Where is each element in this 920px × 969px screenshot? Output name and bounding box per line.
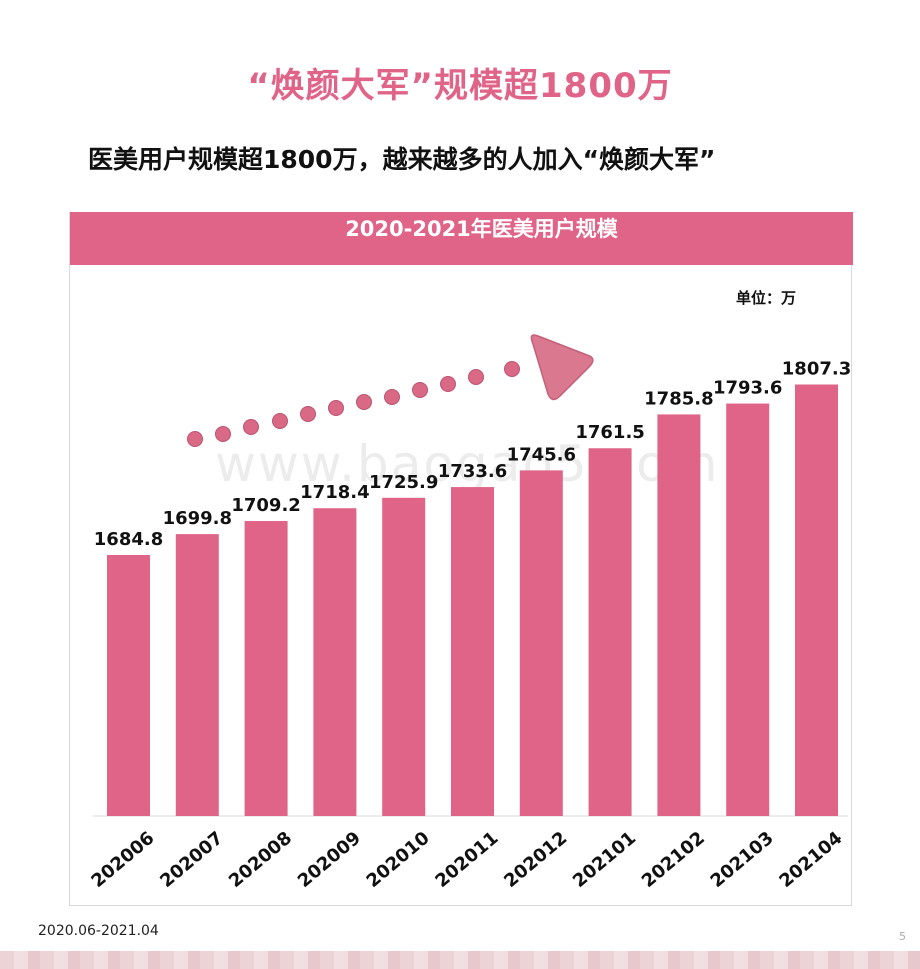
- trend-dot-4: [300, 406, 316, 422]
- value-label-202007: 1699.8: [163, 508, 232, 529]
- watermark: www.baogao5.com: [215, 435, 720, 493]
- trend-dot-1: [215, 426, 231, 442]
- value-label-202009: 1718.4: [300, 482, 369, 503]
- bar-202007: [175, 534, 219, 816]
- value-label-202011: 1733.6: [438, 461, 507, 482]
- trend-dot-8: [412, 382, 428, 398]
- trend-dot-6: [356, 394, 372, 410]
- bar-202006: [107, 555, 150, 816]
- value-label-202006: 1684.8: [94, 529, 163, 550]
- value-label-202102: 1785.8: [644, 388, 713, 409]
- chart-header-band: [70, 212, 853, 265]
- trend-dot-0: [187, 431, 203, 447]
- value-label-202104: 1807.3: [782, 359, 851, 380]
- category-label-202012: 202012: [500, 828, 571, 892]
- trend-dot-7: [384, 389, 400, 405]
- category-label-202102: 202102: [638, 828, 709, 892]
- bar-202102: [657, 414, 701, 816]
- category-label-202008: 202008: [225, 828, 296, 892]
- bar-202103: [726, 403, 770, 816]
- unit-label: 单位：万: [736, 289, 797, 307]
- category-label-202006: 202006: [87, 828, 158, 892]
- category-label-202007: 202007: [156, 828, 227, 892]
- trend-dot-10: [468, 369, 484, 385]
- footer-date-range: 2020.06-2021.04: [38, 923, 159, 939]
- value-label-202012: 1745.6: [507, 444, 576, 465]
- category-label-202010: 202010: [363, 828, 434, 892]
- bar-202008: [244, 521, 288, 816]
- value-label-202008: 1709.2: [231, 495, 300, 516]
- bar-202101: [588, 448, 632, 816]
- category-label-202009: 202009: [294, 828, 365, 892]
- category-label-202104: 202104: [775, 828, 846, 892]
- trend-arrow-icon: [530, 334, 594, 401]
- value-label-202101: 1761.5: [575, 422, 644, 443]
- value-label-202103: 1793.6: [713, 378, 782, 399]
- page-title: “焕颜大军”规模超1800万: [247, 66, 673, 106]
- category-label-202011: 202011: [431, 828, 502, 892]
- category-label-202103: 202103: [707, 828, 778, 892]
- trend-dot-9: [440, 376, 456, 392]
- bar-202104: [795, 384, 838, 816]
- value-label-202010: 1725.9: [369, 472, 438, 493]
- bottom-decorative-band: [0, 951, 920, 969]
- trend-dot-11: [504, 361, 520, 377]
- page-subtitle: 医美用户规模超1800万，越来越多的人加入“焕颜大军”: [88, 145, 716, 174]
- trend-dot-3: [272, 413, 288, 429]
- bar-202010: [382, 497, 426, 816]
- bar-202011: [451, 487, 494, 816]
- trend-dot-5: [328, 400, 344, 416]
- chart-title: 2020-2021年医美用户规模: [345, 217, 618, 241]
- bar-202009: [313, 508, 357, 816]
- bar-202012: [519, 470, 563, 816]
- trend-dot-2: [243, 419, 259, 435]
- category-label-202101: 202101: [569, 828, 640, 892]
- page-number: 5: [899, 930, 906, 943]
